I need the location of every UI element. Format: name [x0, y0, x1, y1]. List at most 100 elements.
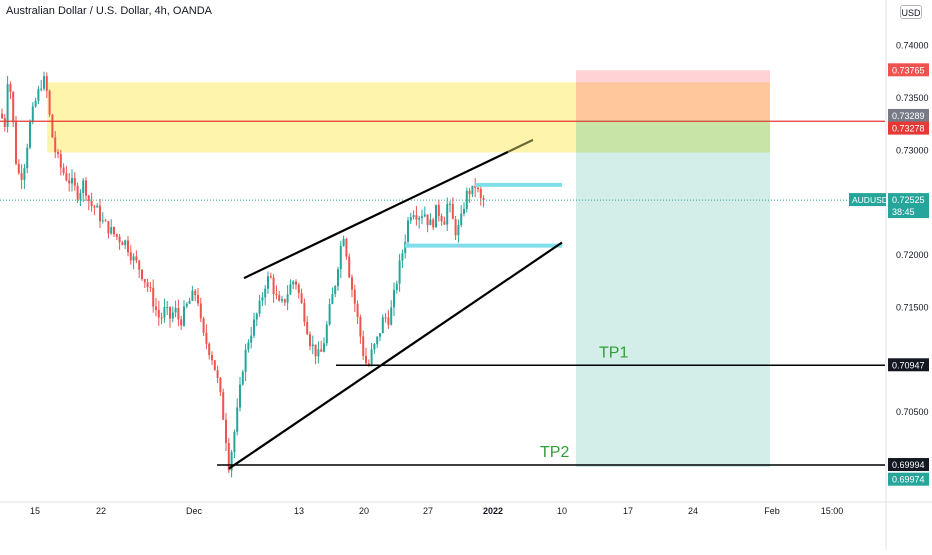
supply-zone[interactable] — [47, 82, 576, 153]
candle-bearish — [205, 332, 208, 344]
candle-bearish — [426, 214, 429, 226]
candle-bullish — [395, 283, 398, 291]
time-tick-label: Dec — [186, 506, 203, 516]
candle-bearish — [73, 177, 76, 186]
candle-bullish — [334, 286, 337, 295]
candle-bearish — [177, 307, 180, 320]
candle-bullish — [381, 317, 384, 334]
zone-overlap-target — [576, 120, 770, 153]
candle-bullish — [311, 344, 314, 347]
candle-bearish — [211, 355, 213, 361]
candle-bearish — [216, 370, 219, 378]
candle-bearish — [104, 220, 107, 222]
candle-bullish — [471, 185, 474, 195]
candle-bullish — [460, 213, 463, 226]
candle-bearish — [219, 377, 222, 393]
candle-bullish — [132, 256, 135, 261]
candle-bullish — [166, 307, 169, 309]
candle-bullish — [79, 192, 82, 200]
candle-bearish — [454, 219, 457, 236]
candle-bullish — [370, 349, 373, 365]
candle-bearish — [295, 281, 297, 285]
profit-target-zone[interactable] — [576, 120, 770, 468]
candle-bullish — [398, 260, 401, 284]
channel-upper-line[interactable] — [243, 150, 509, 280]
candle-bullish — [101, 220, 104, 222]
currency-button[interactable]: USD — [900, 5, 922, 19]
resistance-price-label: 0.73278 — [892, 124, 925, 134]
candle-bearish — [367, 363, 370, 365]
current-price-label-bg — [888, 193, 929, 219]
zone-overlap-stop — [576, 82, 770, 121]
price-tick-label: 0.73000 — [896, 145, 929, 155]
candle-bullish — [286, 294, 289, 303]
candle-bearish — [199, 303, 202, 319]
candle-bearish — [451, 203, 454, 220]
candle-bullish — [255, 313, 258, 320]
entry-price-label-bg — [888, 108, 929, 122]
candle-bearish — [356, 303, 359, 317]
candle-bearish — [51, 114, 54, 138]
candle-bullish — [247, 342, 250, 350]
candle-bearish — [107, 221, 110, 234]
candle-bearish — [437, 204, 440, 216]
candle-bearish — [127, 240, 129, 253]
candle-bearish — [359, 316, 362, 337]
time-tick-label: 27 — [423, 506, 433, 516]
candle-bullish — [233, 431, 236, 453]
candle-bullish — [379, 333, 381, 337]
candle-bullish — [82, 180, 85, 193]
candle-bullish — [267, 276, 269, 289]
time-tick-label: 13 — [294, 506, 304, 516]
channel-lower-line[interactable] — [228, 241, 563, 470]
candle-bearish — [306, 321, 309, 335]
candle-bullish — [236, 407, 239, 432]
entry-price-label: 0.73289 — [892, 111, 925, 121]
candle-bearish — [384, 317, 387, 319]
candle-bearish — [180, 319, 183, 326]
candle-bearish — [197, 294, 199, 304]
candle-bearish — [149, 287, 152, 289]
candle-bearish — [482, 198, 485, 200]
candle-bullish — [241, 371, 244, 385]
stop-price-label: 0.73765 — [892, 65, 925, 75]
candle-bullish — [171, 312, 174, 319]
candle-bearish — [12, 91, 15, 123]
candle-bullish — [230, 452, 233, 471]
candle-bearish — [62, 167, 65, 173]
candle-bearish — [59, 154, 62, 168]
candle-bearish — [3, 118, 6, 128]
candle-bullish — [29, 122, 31, 148]
candle-bullish — [465, 190, 468, 209]
candle-bearish — [275, 294, 278, 296]
candle-bearish — [440, 215, 443, 222]
stop-price-label-bg — [888, 63, 929, 77]
candle-bearish — [345, 238, 348, 257]
candle-bullish — [373, 344, 376, 350]
target-price-label-bg — [888, 472, 929, 486]
candle-bullish — [40, 88, 43, 90]
candle-bullish — [409, 217, 412, 221]
candle-bearish — [20, 173, 23, 180]
candle-bearish — [314, 344, 317, 357]
candle-bearish — [227, 442, 230, 471]
candle-bearish — [477, 187, 479, 189]
candle-bearish — [225, 419, 227, 443]
candle-bullish — [328, 304, 331, 325]
candle-bullish — [174, 307, 177, 313]
candle-bearish — [283, 299, 286, 303]
candle-bearish — [93, 206, 96, 208]
candle-bullish — [429, 219, 432, 226]
candle-bullish — [6, 84, 9, 128]
candle-bullish — [423, 214, 426, 217]
candle-bullish — [34, 100, 37, 107]
candle-bearish — [138, 260, 141, 270]
candle-bearish — [278, 295, 281, 301]
tp2-price-label: 0.69994 — [892, 460, 925, 470]
candle-bearish — [468, 190, 471, 195]
price-tick-label: 0.70500 — [896, 407, 929, 417]
candle-bearish — [65, 172, 68, 181]
candle-bullish — [289, 284, 292, 295]
